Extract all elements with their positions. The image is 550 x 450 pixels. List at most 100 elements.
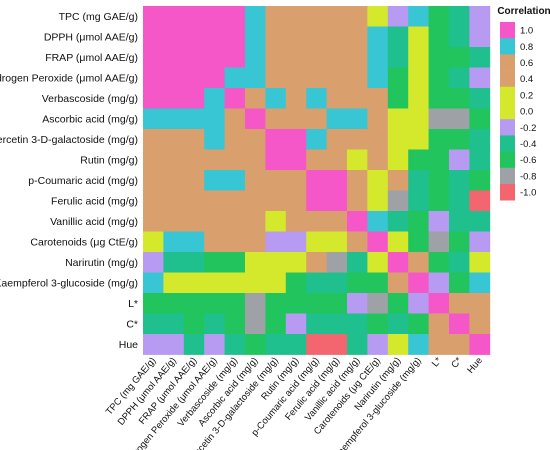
heatmap-cell-0-7 xyxy=(285,6,307,27)
heatmap-cell-10-8 xyxy=(306,211,327,232)
heatmap-cell-13-9 xyxy=(326,272,348,294)
heatmap-cell-11-10 xyxy=(347,231,368,253)
colorbar-swatch-6 xyxy=(500,119,515,136)
heatmap-cell-4-10 xyxy=(347,88,368,109)
heatmap-cell-13-11 xyxy=(367,272,389,294)
heatmap-cell-16-6 xyxy=(265,334,287,355)
heatmap-cell-10-16 xyxy=(469,211,491,232)
heatmap-cell-0-15 xyxy=(449,6,470,27)
heatmap-cell-15-11 xyxy=(367,313,389,335)
heatmap-cell-7-9 xyxy=(326,149,348,171)
heatmap-cell-6-9 xyxy=(326,129,348,150)
row-label-c: C* xyxy=(126,318,138,330)
heatmap-cell-8-0 xyxy=(143,170,164,191)
heatmap-cell-9-10 xyxy=(347,190,368,212)
heatmap-cell-2-9 xyxy=(326,47,348,68)
heatmap-cell-13-15 xyxy=(449,272,470,294)
colorbar-swatch-7 xyxy=(500,135,515,152)
heatmap-cell-8-5 xyxy=(245,170,266,191)
colorbar-tick-label: 0.6 xyxy=(520,58,533,69)
heatmap-cell-5-4 xyxy=(224,108,246,130)
heatmap-cell-12-12 xyxy=(387,252,409,273)
heatmap-cell-13-2 xyxy=(183,272,205,294)
heatmap-cell-12-0 xyxy=(143,252,164,273)
heatmap-cell-5-15 xyxy=(449,108,470,130)
heatmap-cell-1-12 xyxy=(387,26,409,48)
heatmap-cell-4-6 xyxy=(265,88,287,109)
heatmap-cell-5-1 xyxy=(163,108,185,130)
heatmap-cell-1-11 xyxy=(367,26,389,48)
heatmap-cell-10-4 xyxy=(224,211,246,232)
colorbar-swatch-3 xyxy=(500,70,515,88)
heatmap-cell-3-9 xyxy=(326,67,348,89)
heatmap-cell-12-7 xyxy=(285,252,307,273)
heatmap-cell-12-8 xyxy=(306,252,327,273)
heatmap-cell-3-11 xyxy=(367,67,389,89)
heatmap-cell-3-2 xyxy=(183,67,205,89)
heatmap-cell-15-2 xyxy=(183,313,205,335)
heatmap-cell-7-1 xyxy=(163,149,185,171)
heatmap-cell-2-7 xyxy=(285,47,307,68)
heatmap-cell-16-16 xyxy=(469,334,491,355)
heatmap-cell-2-15 xyxy=(449,47,470,68)
row-label-hydrogen-peroxide-mol-aae-g: Hydrogen Peroxide (μmol AAE/g) xyxy=(0,72,138,84)
heatmap-cell-7-13 xyxy=(408,149,429,171)
heatmap-cell-2-16 xyxy=(469,47,491,68)
heatmap-cell-0-11 xyxy=(367,6,389,27)
heatmap-cell-15-4 xyxy=(224,313,246,335)
heatmap-cell-14-8 xyxy=(306,293,327,314)
heatmap-cell-2-11 xyxy=(367,47,389,68)
heatmap-cell-6-3 xyxy=(204,129,225,150)
heatmap-cell-0-9 xyxy=(326,6,348,27)
heatmap-cell-11-13 xyxy=(408,231,429,253)
heatmap-cell-12-10 xyxy=(347,252,368,273)
heatmap-cell-0-0 xyxy=(143,6,164,27)
heatmap-cell-8-12 xyxy=(387,170,409,191)
heatmap-cell-9-7 xyxy=(285,190,307,212)
heatmap-cell-10-3 xyxy=(204,211,225,232)
heatmap-cell-12-9 xyxy=(326,252,348,273)
heatmap-cell-0-14 xyxy=(428,6,450,27)
heatmap-cell-14-7 xyxy=(285,293,307,314)
heatmap-cell-11-9 xyxy=(326,231,348,253)
heatmap-cell-0-8 xyxy=(306,6,327,27)
heatmap-cell-9-3 xyxy=(204,190,225,212)
colorbar-swatch-4 xyxy=(500,86,515,104)
heatmap-cell-16-0 xyxy=(143,334,164,355)
heatmap-cell-8-13 xyxy=(408,170,429,191)
heatmap-cell-2-14 xyxy=(428,47,450,68)
colorbar-tick-label: -0.2 xyxy=(520,123,536,134)
heatmap-cell-12-4 xyxy=(224,252,246,273)
heatmap-cell-1-1 xyxy=(163,26,185,48)
heatmap-cell-14-6 xyxy=(265,293,287,314)
heatmap-cell-4-4 xyxy=(224,88,246,109)
heatmap-cell-3-12 xyxy=(387,67,409,89)
heatmap-cell-16-3 xyxy=(204,334,225,355)
heatmap-cell-12-3 xyxy=(204,252,225,273)
heatmap-cell-16-14 xyxy=(428,334,450,355)
row-label-tpc-mg-gae-g: TPC (mg GAE/g) xyxy=(59,11,138,23)
heatmap-cell-11-16 xyxy=(469,231,491,253)
heatmap-cell-7-8 xyxy=(306,149,327,171)
heatmap-cell-3-4 xyxy=(224,67,246,89)
heatmap-cell-14-15 xyxy=(449,293,470,314)
heatmap-cell-0-1 xyxy=(163,6,185,27)
heatmap-cell-8-9 xyxy=(326,170,348,191)
colorbar-swatches xyxy=(500,22,515,201)
heatmap-cell-15-9 xyxy=(326,313,348,335)
colorbar-tick-label: 0.8 xyxy=(520,42,533,53)
heatmap-cell-3-16 xyxy=(469,67,491,89)
heatmap-cell-2-12 xyxy=(387,47,409,68)
heatmap-cell-3-5 xyxy=(245,67,266,89)
heatmap-cell-11-3 xyxy=(204,231,225,253)
heatmap-cell-2-3 xyxy=(204,47,225,68)
heatmap-cell-6-12 xyxy=(387,129,409,150)
heatmap-cell-15-1 xyxy=(163,313,185,335)
heatmap-cell-11-4 xyxy=(224,231,246,253)
heatmap-cell-8-15 xyxy=(449,170,470,191)
heatmap-cell-3-7 xyxy=(285,67,307,89)
heatmap-cell-11-8 xyxy=(306,231,327,253)
heatmap-cell-15-13 xyxy=(408,313,429,335)
heatmap-cell-11-2 xyxy=(183,231,205,253)
heatmap-cell-16-11 xyxy=(367,334,389,355)
